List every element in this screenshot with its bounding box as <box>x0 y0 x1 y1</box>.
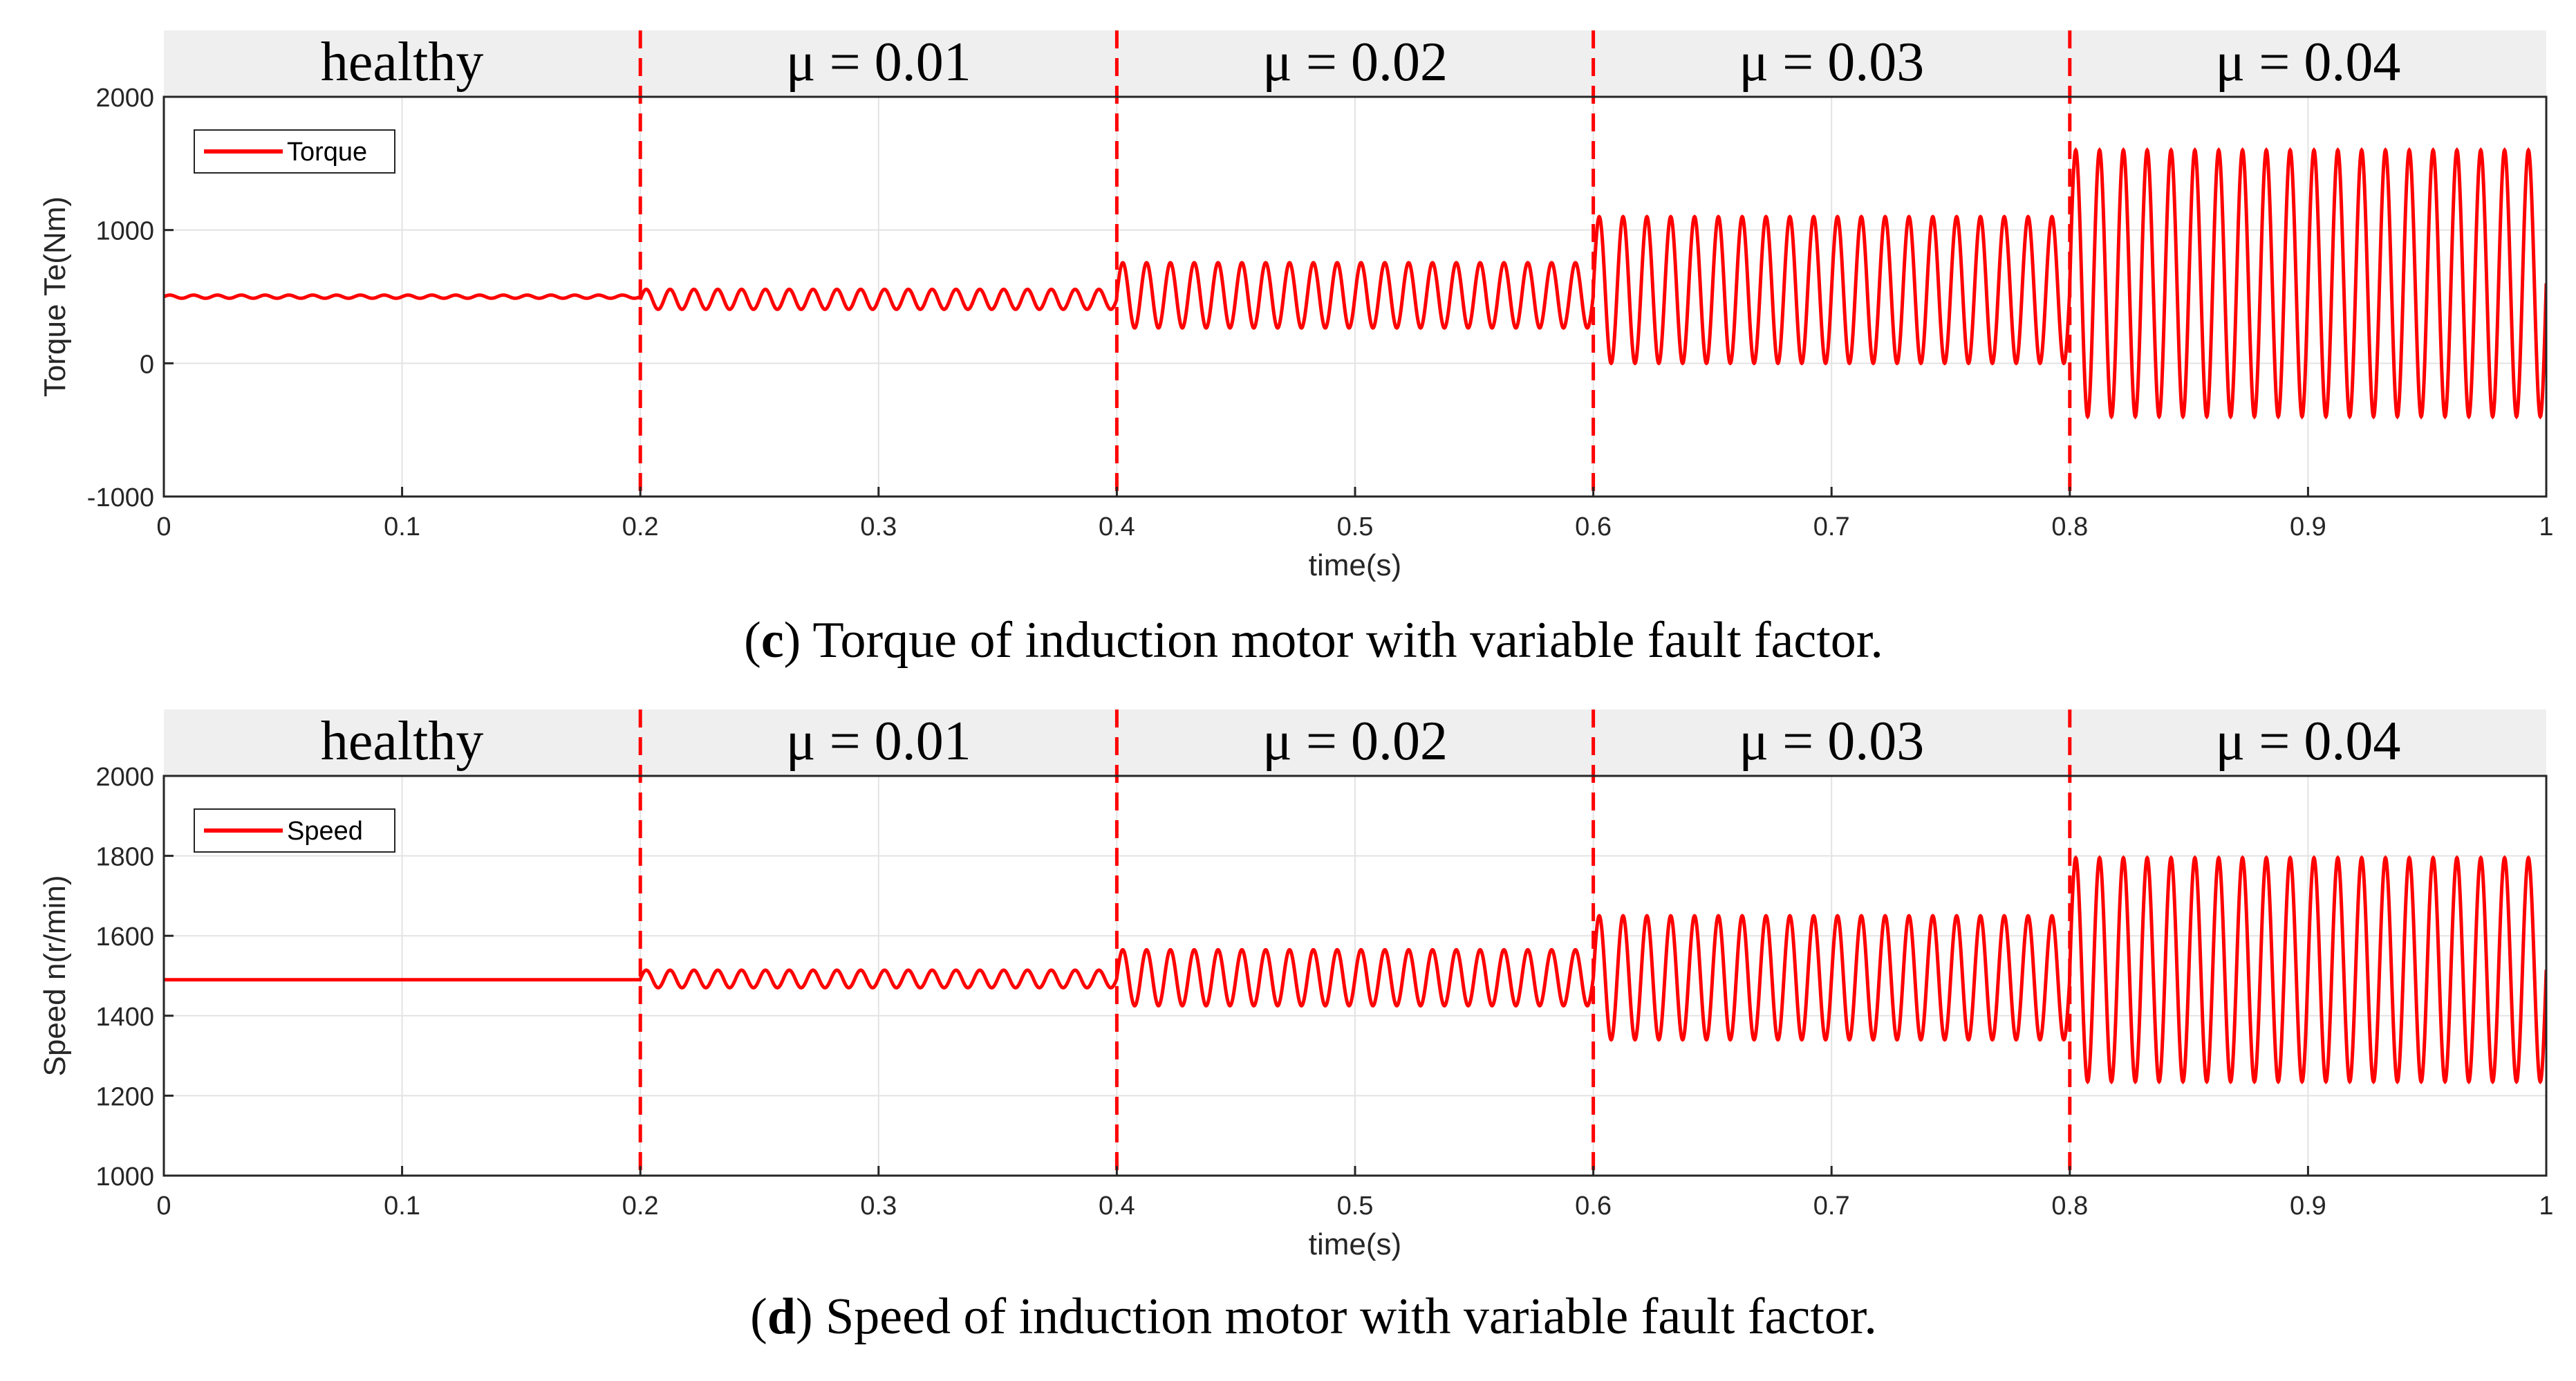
x-tick-label: 0.9 <box>2290 512 2326 541</box>
y-tick-label: 1400 <box>95 1003 154 1032</box>
segment-label: μ = 0.04 <box>2215 711 2400 772</box>
x-tick-label: 0.3 <box>860 512 897 541</box>
segment-label: healthy <box>321 711 483 772</box>
y-axis-label: Speed n(r/min) <box>38 875 72 1076</box>
y-tick-label: 0 <box>140 350 154 379</box>
x-tick-label: 0.7 <box>1813 1192 1850 1221</box>
y-tick-label: 1600 <box>95 923 154 952</box>
figure-caption: (c) Torque of induction motor with varia… <box>744 612 1883 669</box>
label-band <box>164 30 2546 97</box>
segment-label: μ = 0.02 <box>1262 711 1448 772</box>
x-tick-label: 0.1 <box>384 1192 420 1221</box>
caption-open: ( <box>744 612 761 669</box>
series-line-torque <box>164 147 2546 420</box>
x-tick-label: 0.4 <box>1099 512 1135 541</box>
x-tick-label: 0.6 <box>1575 512 1612 541</box>
y-axis-label: Torque Te(Nm) <box>38 196 72 397</box>
segment-label: μ = 0.01 <box>786 32 971 93</box>
x-tick-label: 0.3 <box>860 1192 897 1221</box>
caption-text: ) Torque of induction motor with variabl… <box>784 612 1883 669</box>
x-tick-label: 0.2 <box>622 512 659 541</box>
speed-panel: healthy μ = 0.01 μ = 0.02 μ = 0.03 μ = 0.04 0… <box>38 710 2554 1345</box>
x-tick-label: 0 <box>156 1192 171 1221</box>
segment-label: μ = 0.01 <box>786 711 971 772</box>
x-tick-label: 1 <box>2539 512 2553 541</box>
segment-label: healthy <box>321 32 483 93</box>
legend-label: Speed <box>287 817 363 846</box>
y-tick-label: 1200 <box>95 1082 154 1111</box>
x-tick-label: 0.8 <box>2051 1192 2088 1221</box>
segment-label: μ = 0.03 <box>1739 711 1924 772</box>
segment-label: μ = 0.04 <box>2215 32 2400 93</box>
segment-label: μ = 0.02 <box>1262 32 1448 93</box>
x-tick-label: 0.5 <box>1337 1192 1374 1221</box>
y-tick-label: 1000 <box>95 1162 154 1192</box>
x-tick-label: 1 <box>2539 1192 2553 1221</box>
x-axis-label: time(s) <box>1309 548 1401 582</box>
y-tick-label: 2000 <box>95 84 154 113</box>
torque-panel: healthy μ = 0.01 μ = 0.02 μ = 0.03 μ = 0.04 0… <box>38 30 2554 669</box>
x-tick-label: 0.4 <box>1099 1192 1135 1221</box>
y-tick-label: 1800 <box>95 843 154 872</box>
x-axis-label: time(s) <box>1309 1227 1401 1261</box>
x-tick-label: 0.9 <box>2290 1192 2326 1221</box>
y-tick-label: 1000 <box>95 217 154 246</box>
x-tick-label: 0.7 <box>1813 512 1850 541</box>
x-tick-label: 0.6 <box>1575 1192 1612 1221</box>
x-tick-label: 0 <box>156 512 171 541</box>
caption-letter: d <box>767 1288 796 1345</box>
x-tick-label: 0.1 <box>384 512 420 541</box>
label-band <box>164 710 2546 776</box>
caption-text: ) Speed of induction motor with variable… <box>796 1288 1877 1345</box>
y-tick-label: 2000 <box>95 763 154 792</box>
x-tick-label: 0.2 <box>622 1192 659 1221</box>
legend-box <box>194 129 395 174</box>
x-tick-label: 0.8 <box>2051 512 2088 541</box>
segment-label: μ = 0.03 <box>1739 32 1924 93</box>
figure-caption: (d) Speed of induction motor with variab… <box>750 1288 1877 1345</box>
caption-open: ( <box>750 1288 767 1345</box>
x-tick-label: 0.5 <box>1337 512 1374 541</box>
caption-letter: c <box>761 612 784 669</box>
y-tick-label: -1000 <box>87 483 154 512</box>
legend-label: Torque <box>287 138 367 167</box>
series-line-speed <box>164 855 2546 1084</box>
